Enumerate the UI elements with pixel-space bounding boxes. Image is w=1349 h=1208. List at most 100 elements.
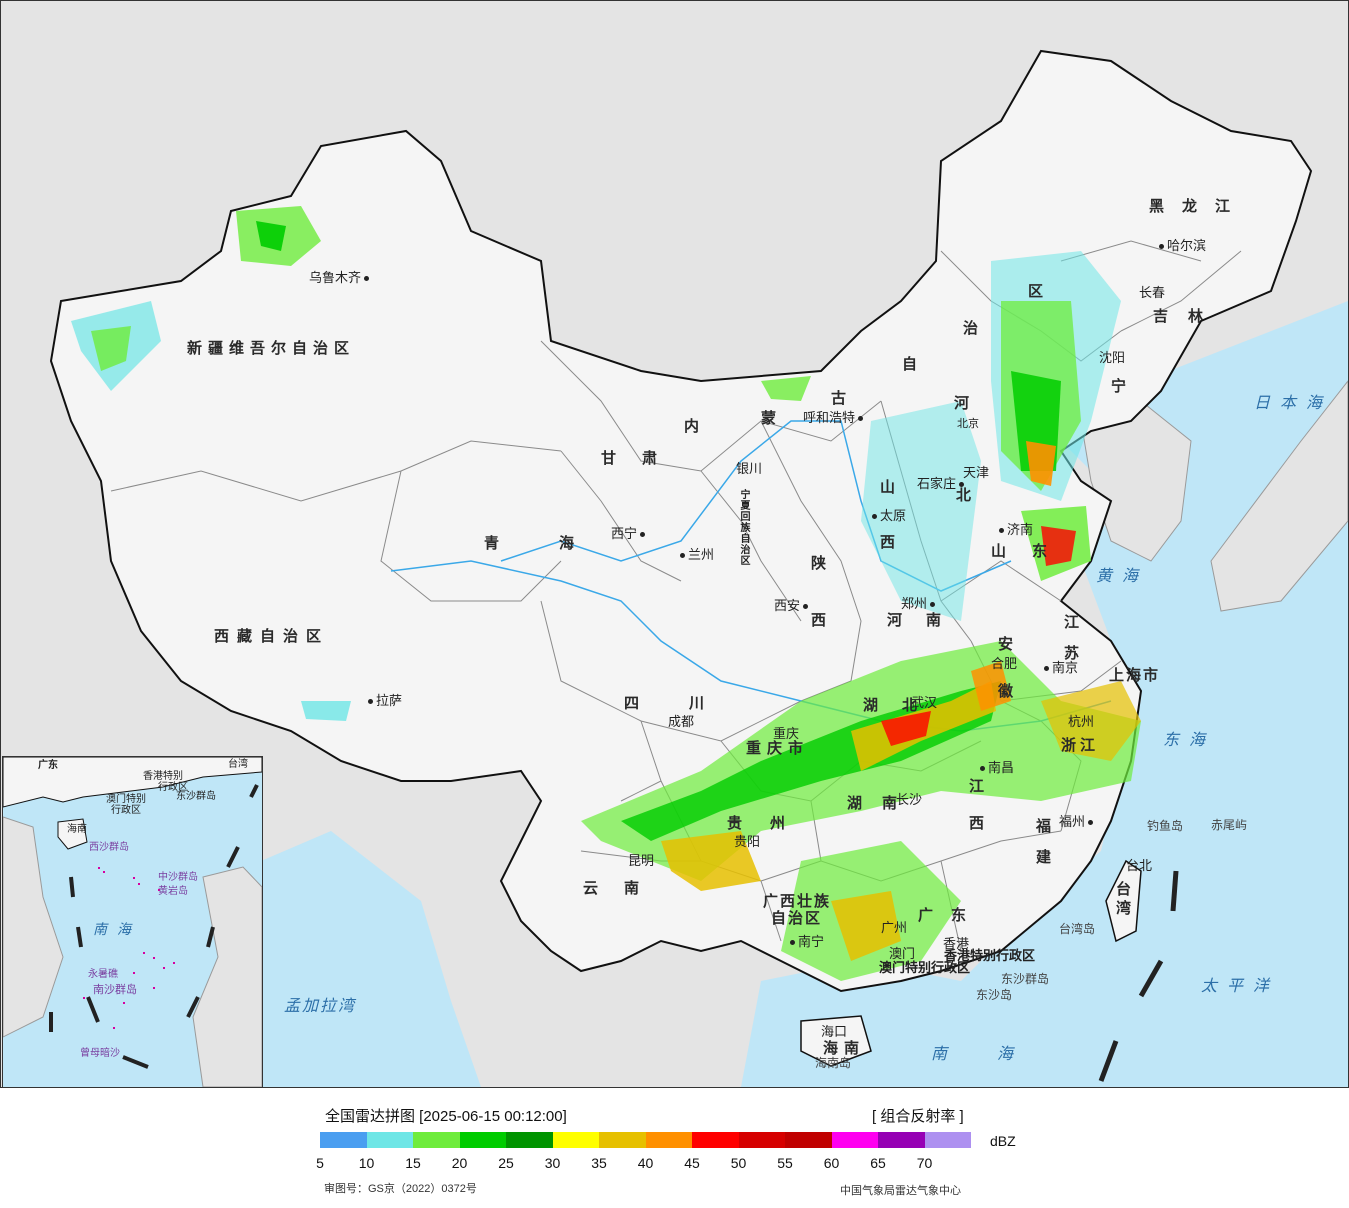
province-liaoning: 宁: [1111, 378, 1141, 395]
city-nanjing: 南京: [1041, 661, 1078, 674]
city-guiyang: 贵阳: [734, 834, 761, 849]
inset-macau-2: 行政区: [111, 805, 141, 816]
legend-tick-label: 45: [684, 1155, 700, 1171]
city-nanning: 南宁: [787, 935, 824, 948]
province-taiwan: 台湾: [1114, 881, 1131, 919]
city-yinchuan: 银川: [736, 461, 763, 476]
inset-dashes: [49, 784, 259, 1069]
province-neimenggu-6: 区: [1028, 283, 1058, 300]
south-sea-inset: 广东 香港特别 行政区 澳门特别 行政区 台湾 东沙群岛 海南 西沙群岛 中沙群…: [2, 756, 263, 1087]
city-beijing: 北京: [957, 418, 979, 430]
province-neimenggu-1: 内: [684, 418, 714, 435]
city-tianjin: 天津: [963, 465, 990, 480]
island-dongsha-group: 东沙群岛: [1001, 972, 1050, 986]
boundary-dashes: [1098, 870, 1179, 1082]
province-hunan: 湖南: [847, 795, 918, 812]
inset-huangyan: 黄岩岛: [158, 886, 188, 897]
province-xinjiang: 新疆维吾尔自治区: [187, 340, 356, 357]
region-macau: 澳门特别行政区: [879, 960, 971, 975]
legend-tick-label: 60: [823, 1155, 840, 1171]
sea-label-japan: 日本海: [1254, 395, 1333, 412]
city-fuzhou: 福州: [1059, 815, 1096, 828]
province-neimenggu-3: 古: [831, 390, 861, 407]
province-guangdong: 广东: [918, 907, 985, 924]
inset-taiwan: 台湾: [228, 759, 248, 770]
legend-swatch: [413, 1132, 460, 1148]
island-chiwei: 赤尾屿: [1211, 818, 1248, 832]
city-zhengzhou: 郑州: [901, 597, 938, 610]
inset-zhongsha: 中沙群岛: [158, 872, 198, 883]
legend-swatch: [366, 1132, 413, 1148]
region-hongkong: 香港特别行政区: [944, 948, 1036, 963]
province-neimenggu-4: 自: [902, 356, 932, 373]
legend-swatch: [506, 1132, 553, 1148]
province-xizang: 西藏自治区: [214, 628, 330, 645]
city-nanchang: 南昌: [977, 761, 1014, 774]
radar-echoes: [71, 206, 1141, 981]
legend-swatch: [738, 1132, 785, 1148]
province-sichuan: 四川: [624, 695, 755, 712]
province-hubei: 湖北: [863, 697, 942, 714]
legend-tick-label: 30: [544, 1155, 561, 1171]
legend-unit: dBZ: [990, 1133, 1016, 1149]
city-chengdu: 成都: [668, 714, 695, 729]
taiwan-island: [1105, 859, 1142, 943]
legend-tick-label: 5: [316, 1155, 324, 1171]
province-henan: 河南: [887, 612, 966, 629]
japan: [1210, 380, 1348, 612]
city-wuhan: 武汉: [911, 695, 938, 710]
province-zhejiang: 浙江: [1061, 737, 1100, 754]
sea-label-east: 东海: [1163, 732, 1216, 749]
sea-label-south: 南海: [931, 1046, 1064, 1063]
inset-guangdong: 广东: [38, 760, 58, 771]
province-guangxi-1: 广西壮族: [763, 893, 832, 910]
legend-swatch: [924, 1132, 971, 1148]
city-harbin: 哈尔滨: [1156, 239, 1206, 252]
city-hongkong: 香港: [943, 936, 970, 951]
inset-yongshu: 永暑礁: [88, 969, 118, 980]
province-shanghai: 上海市: [1109, 667, 1161, 684]
city-haikou: 海口: [821, 1024, 848, 1039]
legend-title: 全国雷达拼图 [2025-06-15 00:12:00]: [325, 1108, 567, 1125]
map-approval-number: 审图号：GS京（2022）0372号: [324, 1183, 477, 1195]
province-anhui: 安徽: [996, 636, 1013, 730]
province-hebei-2: 北: [956, 487, 986, 504]
legend: 全国雷达拼图 [2025-06-15 00:12:00] [ 组合反射率 ] d…: [0, 1088, 1349, 1208]
city-chongqing: 重庆: [773, 726, 800, 741]
inset-xisha: 西沙群岛: [89, 842, 129, 853]
island-dongsha: 东沙岛: [976, 988, 1013, 1002]
legend-swatch: [831, 1132, 878, 1148]
legend-swatch: [878, 1132, 925, 1148]
province-shanxi: 山西: [878, 479, 895, 589]
city-shenyang: 沈阳: [1099, 350, 1126, 365]
hainan-island: [800, 1015, 872, 1067]
province-jilin: 吉林: [1153, 308, 1224, 325]
legend-tick-label: 50: [730, 1155, 747, 1171]
sea-label-bengal: 孟加拉湾: [284, 998, 357, 1015]
province-jiangsu: 江苏: [1062, 614, 1079, 676]
inset-macau-1: 澳门特别: [106, 794, 146, 805]
city-macau: 澳门: [889, 946, 916, 961]
data-source: 中国气象局雷达气象中心: [840, 1185, 961, 1197]
city-shijiazhuang: 石家庄: [917, 477, 967, 490]
province-yunnan: 云南: [583, 880, 666, 897]
city-taibei: 台北: [1126, 858, 1153, 873]
province-ningxia: 宁夏回族自治区: [738, 489, 749, 566]
inset-hongkong-1: 香港特别: [143, 771, 183, 782]
province-guizhou: 贵州: [727, 815, 814, 832]
island-diaoyu: 钓鱼岛: [1147, 819, 1184, 833]
province-shandong: 山东: [991, 543, 1074, 560]
inset-hainan: 海南: [67, 824, 87, 835]
legend-swatch: [320, 1132, 367, 1148]
legend-color-bar: [320, 1132, 971, 1148]
province-fujian: 福建: [1034, 818, 1051, 880]
province-neimenggu-2: 蒙: [761, 410, 791, 427]
inset-land: [3, 757, 262, 808]
island-hainan: 海南岛: [815, 1056, 852, 1070]
inset-zengmu: 曾母暗沙: [80, 1048, 120, 1059]
sea-label-yellow: 黄海: [1096, 568, 1149, 585]
city-urumqi: 乌鲁木齐: [309, 271, 372, 284]
province-gansu: 甘肃: [601, 450, 684, 467]
city-guangzhou: 广州: [881, 920, 908, 935]
legend-tick-label: 20: [451, 1155, 468, 1171]
